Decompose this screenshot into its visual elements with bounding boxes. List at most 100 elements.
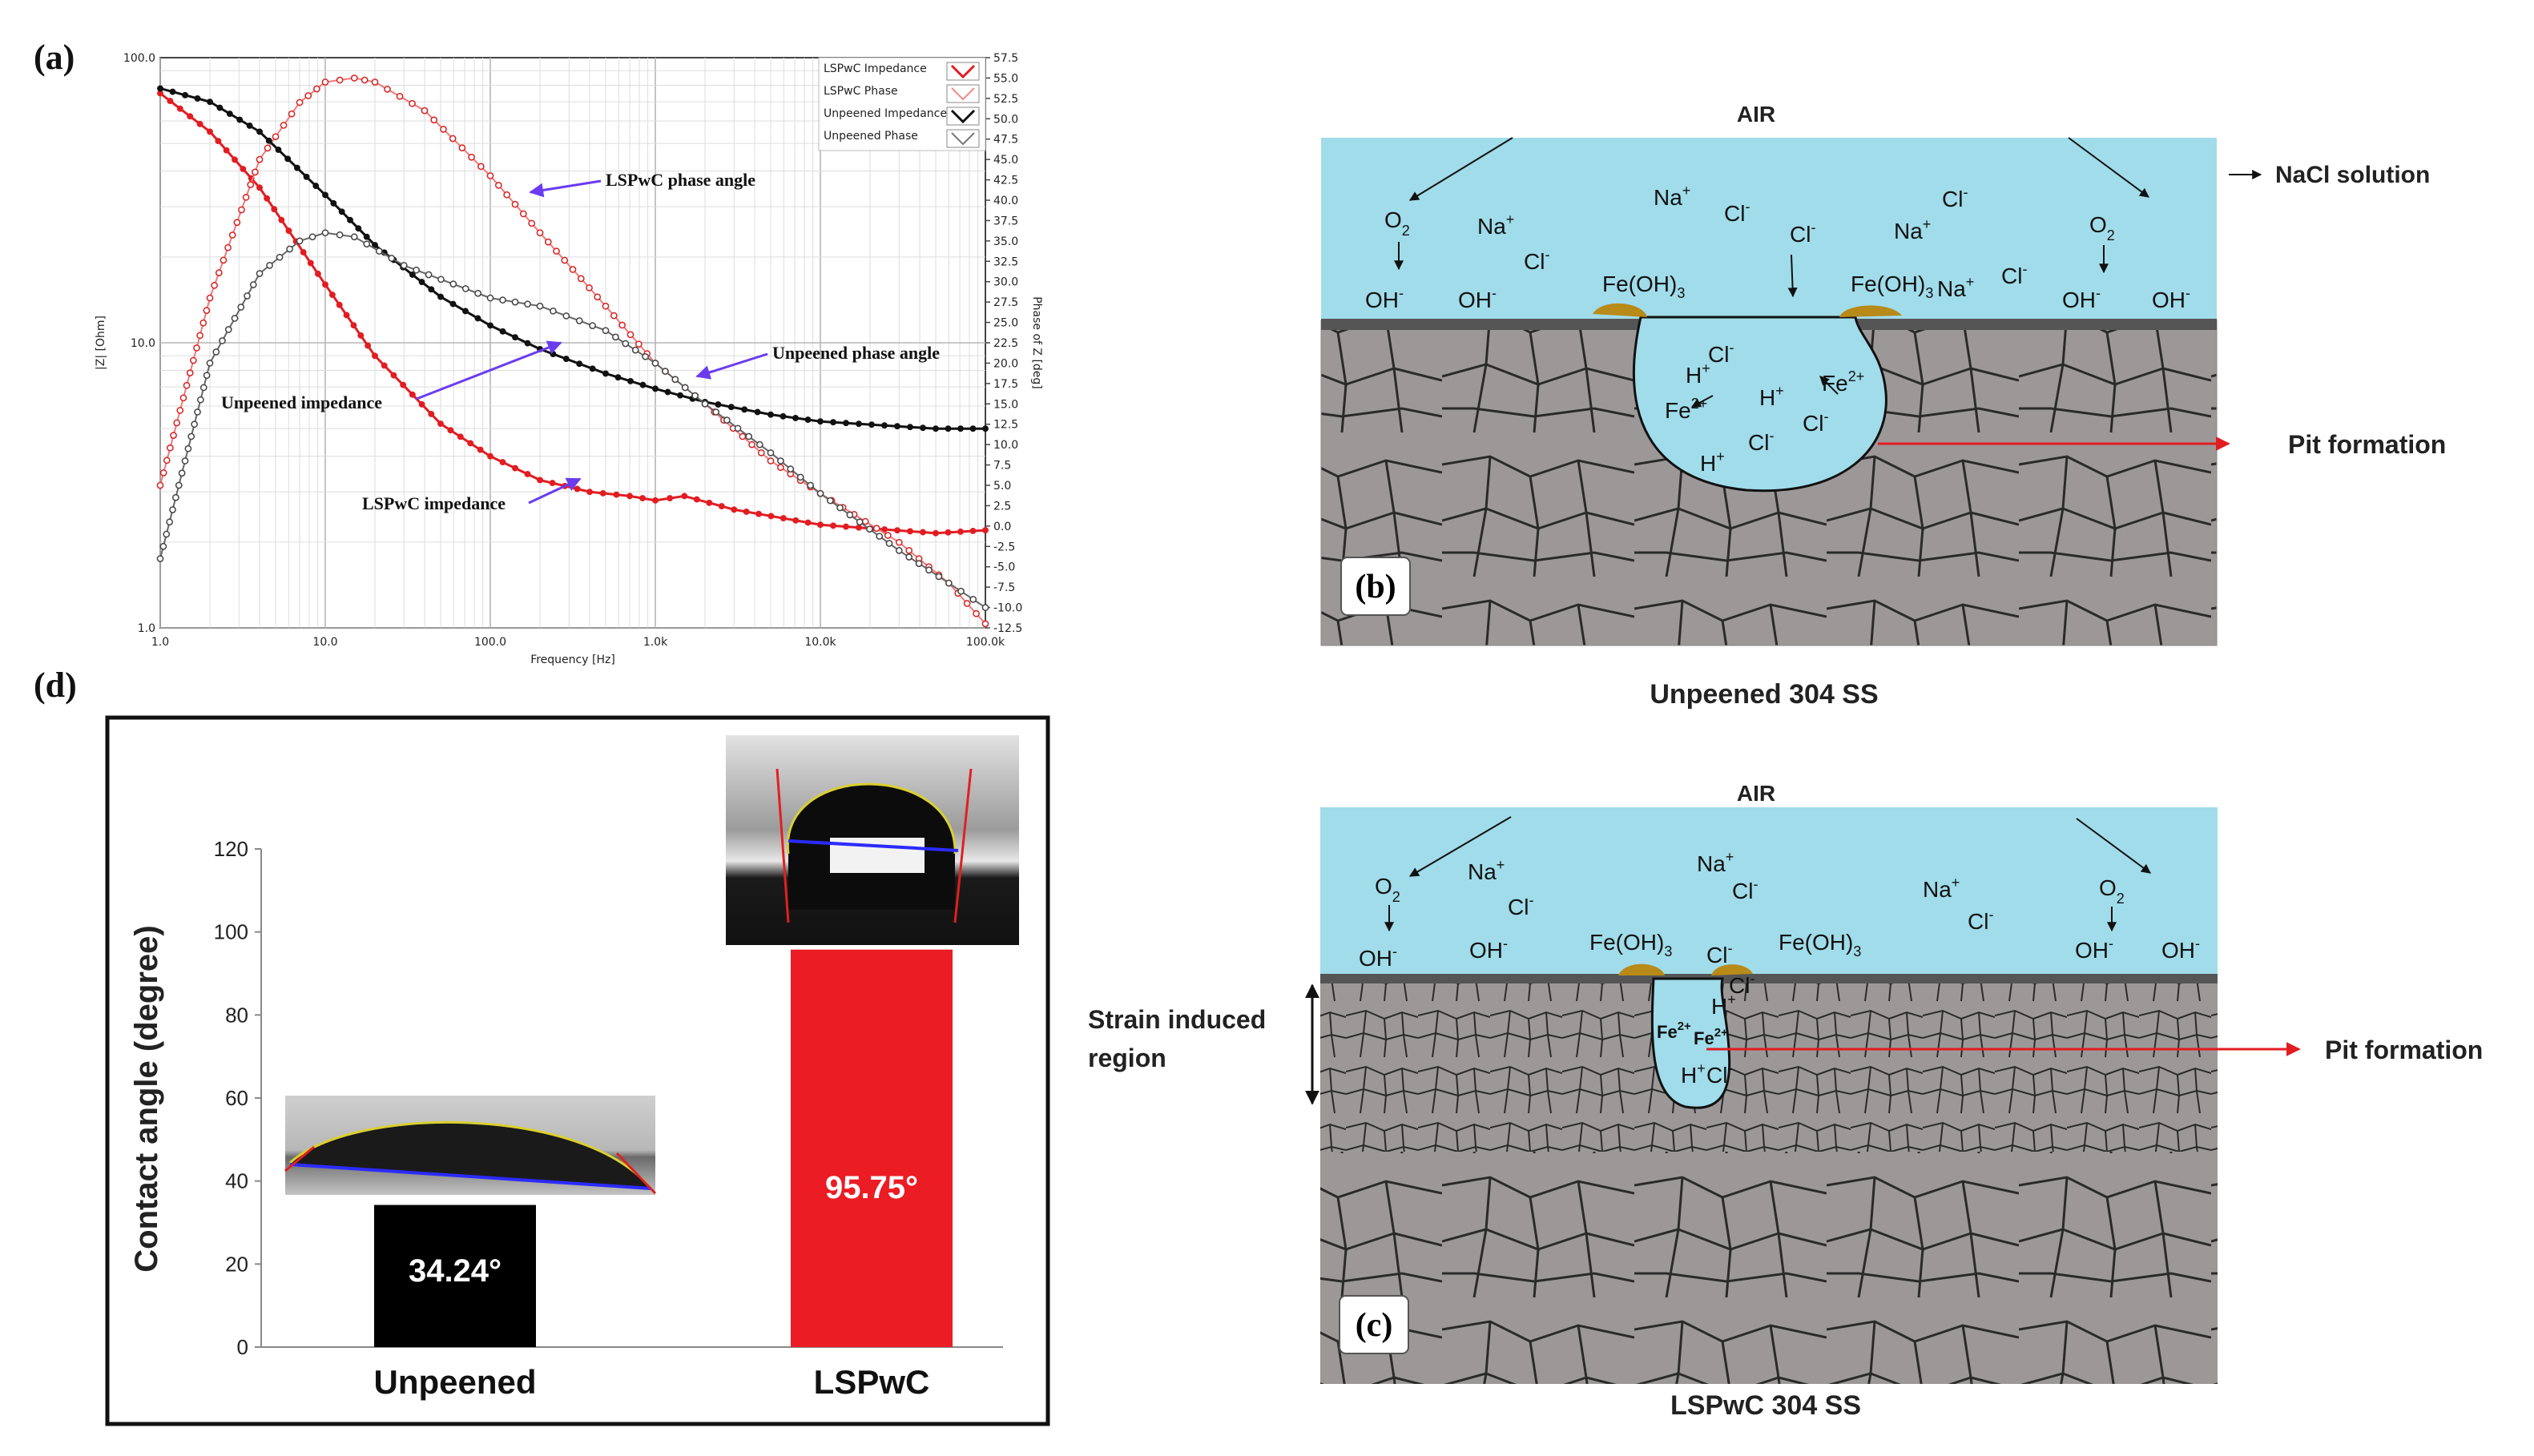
legend-lspwc-impedance: LSPwC Impedance (824, 62, 927, 75)
series-point (549, 480, 556, 487)
series-point (499, 296, 506, 304)
species-oh: OH- (2062, 285, 2101, 312)
y-tick-label: 40 (225, 1169, 248, 1193)
species-na: Na+ (1468, 857, 1505, 884)
series-point (727, 404, 735, 411)
species-cl: Cl- (1708, 340, 1734, 367)
series-point (664, 388, 671, 396)
series-point (350, 322, 357, 329)
y2-tick-label: 25.0 (993, 317, 1018, 330)
series-point (189, 356, 197, 364)
series-point (461, 285, 469, 292)
series-point (336, 231, 344, 239)
species-oh: OH- (2161, 935, 2200, 963)
series-point (885, 540, 893, 547)
series-point (264, 144, 272, 152)
species-cl: Cl- (1942, 184, 1968, 211)
series-point (602, 302, 610, 310)
series-point (843, 523, 849, 530)
series-point (266, 262, 273, 269)
y2-tick-label: 50.0 (993, 113, 1018, 126)
series-point (804, 519, 812, 526)
series-point (312, 183, 320, 190)
species-feoh3: Fe(OH)3 (1779, 930, 1861, 959)
series-point (328, 292, 336, 298)
series-point (363, 240, 371, 248)
y2-tick-label: -7.5 (993, 581, 1015, 594)
series-point (777, 464, 784, 471)
series-point (338, 208, 345, 215)
series-point (228, 231, 236, 239)
series-point (458, 144, 466, 151)
series-point (350, 233, 358, 241)
series-point (249, 281, 257, 288)
series-point (280, 122, 288, 129)
series-point (969, 425, 977, 432)
series-point (157, 85, 163, 92)
series-point (830, 522, 836, 529)
species-oh: OH- (2152, 285, 2190, 312)
series-point (935, 573, 943, 581)
series-point (156, 481, 164, 489)
series-point (321, 229, 329, 237)
series-point (175, 481, 183, 489)
series-point (256, 155, 264, 163)
species-na: Na+ (1937, 274, 1974, 301)
series-point (396, 92, 404, 100)
series-point (449, 280, 457, 288)
series-point (787, 465, 795, 473)
series-point (247, 181, 255, 188)
series-point (278, 216, 285, 223)
series-point (754, 408, 761, 416)
series-point (503, 191, 511, 199)
y2-tick-label: 27.5 (993, 296, 1018, 309)
series-point (199, 319, 207, 327)
species-cl: Cl- (1790, 219, 1815, 247)
series-point (594, 293, 602, 301)
diagram-c-air-label: AIR (1737, 781, 1775, 806)
series-point (780, 515, 787, 522)
series-point (231, 315, 239, 322)
species-na: Na+ (1477, 211, 1514, 239)
y-tick-label: 1.0 (138, 622, 155, 635)
chart-a-annotations: LSPwC phase angle Unpeened phase angle U… (221, 170, 940, 513)
series-point (173, 419, 181, 427)
series-point (792, 517, 800, 524)
series-point (536, 229, 544, 237)
droplet-image-unpeened (284, 1096, 657, 1195)
series-point (741, 406, 748, 413)
series-point (894, 527, 900, 534)
series-point (428, 411, 435, 417)
series-point (969, 528, 977, 534)
series-point (933, 529, 939, 537)
series-point (272, 133, 280, 141)
series-point (375, 247, 383, 255)
series-point (618, 321, 626, 329)
series-point (196, 332, 203, 340)
y2-tick-label: -5.0 (993, 561, 1015, 574)
series-point (755, 440, 763, 448)
series-point (357, 332, 365, 339)
series-point (528, 219, 536, 227)
series-point (308, 233, 316, 241)
series-point (304, 92, 312, 99)
series-point (322, 281, 328, 288)
series-point (536, 302, 544, 310)
diagram-c-caption: LSPwC 304 SS (1670, 1390, 1861, 1421)
y2-tick-label: -10.0 (993, 602, 1022, 615)
series-point (723, 416, 731, 424)
diagram-c-strain-label-2: region (1088, 1044, 1166, 1072)
series-point (252, 168, 259, 176)
species-na: Na+ (1923, 875, 1960, 902)
series-point (599, 489, 606, 497)
species-h: H+ (1711, 991, 1736, 1019)
series-point (981, 620, 989, 628)
series-point (876, 533, 884, 540)
series-point (681, 493, 688, 500)
series-point (667, 495, 674, 502)
y-tick-label: 100 (214, 920, 248, 944)
series-point (169, 506, 176, 513)
series-point (830, 419, 836, 426)
contact-angle-chart: 0 20 40 60 80 100 120 Contact angle (degree) 3… (105, 715, 1050, 1426)
series-point (602, 370, 609, 377)
